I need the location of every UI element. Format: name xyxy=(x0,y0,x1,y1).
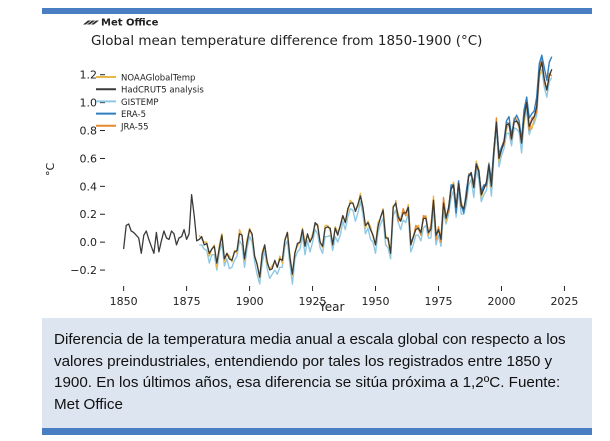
temperature-chart: Met Office Global mean temperature diffe… xyxy=(44,18,578,315)
series-line xyxy=(447,54,553,214)
met-office-logo-icon xyxy=(83,20,99,25)
x-tick-label: 1925 xyxy=(299,295,327,308)
caption-text: Diferencia de la temperatura media anual… xyxy=(54,331,566,413)
x-tick-label: 2025 xyxy=(550,295,578,308)
chart-panel: Met Office Global mean temperature diffe… xyxy=(42,14,592,318)
series-line xyxy=(122,61,553,278)
y-tick-label: 0.0 xyxy=(80,236,98,249)
y-axis-label: °C xyxy=(44,163,57,177)
bottom-accent-bar xyxy=(42,428,592,435)
y-tick-label: 0.2 xyxy=(80,208,98,221)
chart-title: Global mean temperature difference from … xyxy=(91,33,482,49)
x-tick-label: 2000 xyxy=(487,295,515,308)
x-axis: 1850 1875 1900 1925 1950 1975 2000 2025 xyxy=(110,286,578,308)
series-line xyxy=(395,57,553,243)
caption-box: Diferencia de la temperatura media anual… xyxy=(42,318,592,428)
x-axis-label: Year xyxy=(318,300,344,314)
y-tick-label: 1.0 xyxy=(80,97,98,110)
met-office-logo: Met Office xyxy=(83,18,159,29)
legend: NOAAGlobalTemp HadCRUT5 analysis GISTEMP ER… xyxy=(96,74,204,132)
x-tick-label: 1975 xyxy=(424,295,452,308)
legend-label: ERA-5 xyxy=(121,110,146,120)
legend-label: GISTEMP xyxy=(121,98,159,108)
figure-frame: Met Office Global mean temperature diffe… xyxy=(42,8,592,435)
legend-label: NOAAGlobalTemp xyxy=(121,74,195,84)
x-tick-label: 1875 xyxy=(173,295,201,308)
y-tick-label: 1.2 xyxy=(80,69,98,82)
y-tick-label: 0.8 xyxy=(80,125,98,138)
legend-label: JRA-55 xyxy=(120,122,149,132)
y-tick-label: 0.4 xyxy=(80,180,98,193)
x-tick-label: 1850 xyxy=(110,295,138,308)
legend-label: HadCRUT5 analysis xyxy=(121,86,204,96)
x-tick-label: 1950 xyxy=(362,295,390,308)
top-accent-bar xyxy=(42,8,592,14)
x-tick-label: 1900 xyxy=(236,295,264,308)
series-group xyxy=(122,54,553,285)
y-axis: −0.2 0.0 0.2 0.4 0.6 0.8 1.0 1.2 xyxy=(70,69,105,277)
y-tick-label: −0.2 xyxy=(70,264,97,277)
met-office-logo-text: Met Office xyxy=(101,18,159,29)
y-tick-label: 0.6 xyxy=(80,152,98,165)
series-line xyxy=(199,68,553,285)
